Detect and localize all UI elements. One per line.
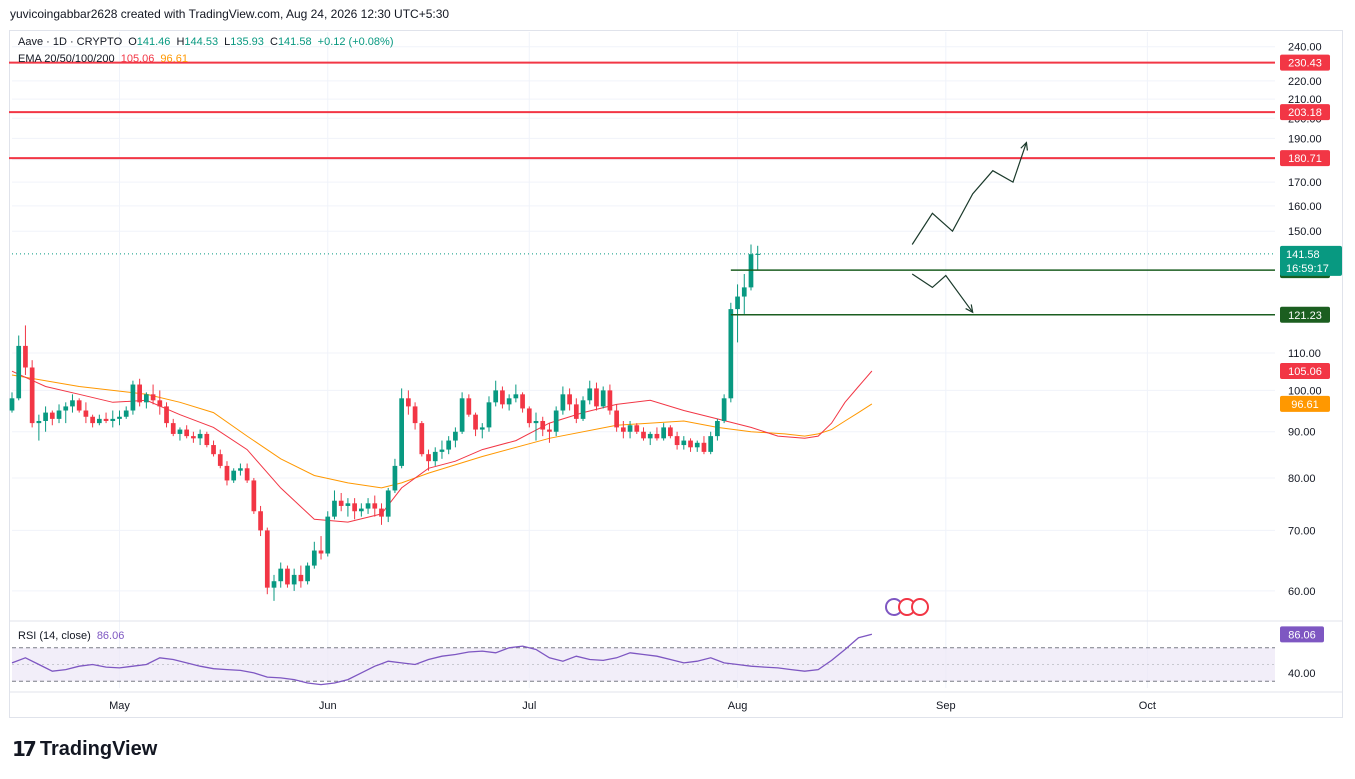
ohlc-open: O141.46	[128, 36, 171, 48]
tradingview-logo[interactable]: 17 TradingView	[12, 737, 158, 761]
rsi-indicator-label[interactable]: RSI (14, close)	[18, 630, 91, 642]
ema20-value: 105.06	[120, 53, 155, 65]
ohlc-close: C141.58	[269, 36, 312, 48]
rsi-legend: RSI (14, close) 86.06	[18, 630, 127, 642]
ema-indicator-label[interactable]: EMA 20/50/100/200	[18, 53, 115, 65]
symbol-legend: Aave · 1D · CRYPTO O141.46 H144.53 L135.…	[18, 36, 397, 48]
ema50-value: 96.61	[160, 53, 188, 65]
tradingview-logo-icon: 17	[12, 737, 37, 761]
chart-frame[interactable]	[9, 30, 1343, 718]
ohlc-low: L135.93	[224, 36, 264, 48]
ohlc-high: H144.53	[176, 36, 219, 48]
rsi-value: 86.06	[96, 630, 125, 642]
ema-legend: EMA 20/50/100/200 105.06 96.61	[18, 53, 191, 65]
symbol-name[interactable]: Aave · 1D · CRYPTO	[18, 36, 123, 48]
price-change: +0.12 (+0.08%)	[317, 36, 394, 48]
chart-attribution: yuvicoingabbar2628 created with TradingV…	[10, 7, 450, 21]
